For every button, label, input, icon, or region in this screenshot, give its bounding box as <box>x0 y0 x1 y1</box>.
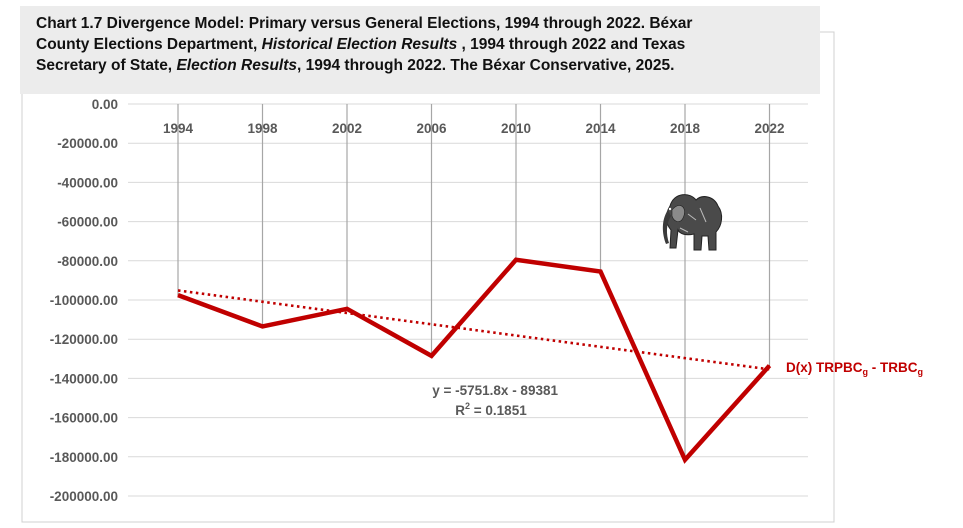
x-axis-tick-labels: 1994 1998 2002 2006 2010 2014 2018 2022 <box>163 121 785 136</box>
y-tick-label: -160000.00 <box>50 411 118 426</box>
series-label: D(x) TRPBCg - TRBCg <box>786 360 923 377</box>
trendline-equation: y = -5751.8x - 89381 R2 = 0.1851 <box>432 383 562 418</box>
equation-line-2: R2 = 0.1851 <box>455 401 527 418</box>
y-tick-label: -180000.00 <box>50 450 118 465</box>
title-text: Chart 1.7 Divergence Model: Primary vers… <box>36 15 693 32</box>
series-line <box>177 257 772 464</box>
y-tick-label: -40000.00 <box>57 175 118 190</box>
series-label-text: - TRBC <box>868 360 918 375</box>
x-tick-label: 1998 <box>247 121 278 136</box>
title-text: Secretary of State, <box>36 57 177 74</box>
title-line: Secretary of State, Election Results, 19… <box>36 55 804 76</box>
data-point <box>177 294 179 296</box>
elephant-image <box>662 194 723 251</box>
x-tick-label: 2014 <box>585 121 616 136</box>
y-tick-label: -20000.00 <box>57 136 118 151</box>
y-tick-label: -60000.00 <box>57 215 118 230</box>
x-tick-label: 2002 <box>332 121 362 136</box>
title-line: Chart 1.7 Divergence Model: Primary vers… <box>36 13 804 34</box>
data-point <box>262 325 263 327</box>
series-label-subscript: g <box>918 367 924 377</box>
series-label-subscript: g <box>863 367 869 377</box>
data-point <box>769 365 770 367</box>
trendline-line <box>177 289 770 371</box>
chart-area-border <box>21 31 835 523</box>
title-italic-text: Election Results <box>176 57 298 74</box>
data-point <box>346 308 348 310</box>
drop-lines <box>177 104 771 460</box>
data-point <box>684 459 686 461</box>
data-point <box>515 259 517 261</box>
x-tick-label: 2018 <box>670 121 701 136</box>
x-tick-label: 1994 <box>163 121 194 136</box>
y-tick-label: 0.00 <box>92 97 118 112</box>
data-point <box>431 355 432 357</box>
y-tick-label: -120000.00 <box>50 332 118 347</box>
title-text: , 1994 through 2022 and Texas <box>457 36 686 53</box>
trendline <box>177 289 770 371</box>
title-text: , 1994 through 2022. The Béxar Conservat… <box>297 57 675 74</box>
series <box>177 257 772 464</box>
title-text: County Elections Department, <box>36 36 262 53</box>
chart-title: Chart 1.7 Divergence Model: Primary vers… <box>20 6 820 94</box>
y-tick-label: -200000.00 <box>50 489 118 504</box>
equation-line-1: y = -5751.8x - 89381 <box>432 383 558 398</box>
x-tick-label: 2010 <box>501 121 531 136</box>
y-tick-label: -100000.00 <box>50 293 118 308</box>
y-axis-tick-labels: 0.00 -20000.00 -40000.00 -60000.00 -80000.00… <box>50 97 118 504</box>
y-tick-label: -80000.00 <box>57 254 118 269</box>
y-tick-label: -140000.00 <box>50 371 118 386</box>
series-label-text: D(x) TRPBC <box>786 360 863 375</box>
x-tick-label: 2006 <box>416 121 447 136</box>
title-line: County Elections Department, Historical … <box>36 34 804 55</box>
x-tick-label: 2022 <box>754 121 784 136</box>
title-italic-text: Historical Election Results <box>261 36 458 53</box>
data-point <box>600 271 601 273</box>
